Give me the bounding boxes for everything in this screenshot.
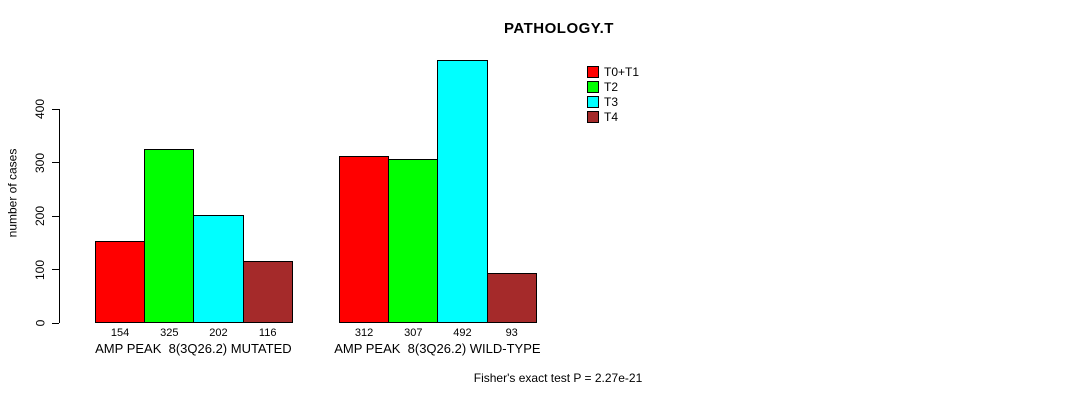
y-tick-label-text: 100 bbox=[33, 259, 47, 280]
footer-stat-note: Fisher's exact test P = 2.27e-21 bbox=[473, 371, 643, 385]
legend-swatch-t4 bbox=[587, 111, 599, 123]
y-tick-label: 300 bbox=[25, 143, 55, 183]
y-axis-line bbox=[59, 109, 60, 323]
bar-value-label: 202 bbox=[209, 327, 228, 339]
bar-t0t1-group2 bbox=[339, 156, 390, 323]
y-tick-label-text: 400 bbox=[33, 99, 47, 120]
legend-label: T2 bbox=[604, 80, 619, 94]
y-tick-mark bbox=[52, 322, 59, 324]
legend-label: T3 bbox=[604, 95, 619, 109]
legend-label: T4 bbox=[604, 110, 619, 124]
bar-t4-group1 bbox=[242, 261, 293, 323]
legend-item-t2: T2 bbox=[587, 80, 618, 94]
y-tick-label-text: 0 bbox=[33, 319, 47, 327]
bar-value-label: 116 bbox=[258, 327, 277, 339]
bar-value-label: 93 bbox=[505, 327, 518, 339]
y-tick-mark bbox=[52, 215, 59, 217]
bar-t3-group2 bbox=[437, 60, 488, 323]
x-group-label: AMP PEAK 8(3Q26.2) WILD-TYPE bbox=[334, 341, 541, 356]
bar-t4-group2 bbox=[486, 273, 537, 323]
bar-value-label: 154 bbox=[110, 327, 130, 339]
legend-item-t3: T3 bbox=[587, 95, 618, 109]
legend-swatch-t2 bbox=[587, 81, 599, 93]
bar-t2-group2 bbox=[388, 159, 439, 323]
legend-swatch-t0t1 bbox=[587, 66, 599, 78]
bar-value-label: 307 bbox=[404, 327, 423, 339]
legend-item-t4: T4 bbox=[587, 110, 618, 124]
legend-swatch-t3 bbox=[587, 96, 599, 108]
y-tick-label: 400 bbox=[25, 89, 55, 129]
y-axis-title-text: number of cases bbox=[5, 148, 19, 238]
legend-label: T0+T1 bbox=[604, 65, 640, 79]
x-group-label: AMP PEAK 8(3Q26.2) MUTATED bbox=[95, 341, 292, 356]
bar-t2-group1 bbox=[144, 149, 195, 323]
bar-value-label: 312 bbox=[354, 327, 374, 339]
bar-value-label: 492 bbox=[453, 327, 472, 339]
y-tick-label: 0 bbox=[25, 303, 55, 343]
y-tick-mark bbox=[52, 108, 59, 110]
chart-title: PATHOLOGY.T bbox=[504, 20, 614, 37]
legend-item-t0t1: T0+T1 bbox=[587, 65, 639, 79]
y-tick-mark bbox=[52, 162, 59, 164]
y-tick-mark bbox=[52, 269, 59, 271]
bar-value-label: 325 bbox=[160, 327, 179, 339]
y-tick-label-text: 200 bbox=[33, 206, 47, 227]
y-tick-label: 200 bbox=[25, 196, 55, 236]
bar-t3-group1 bbox=[193, 215, 244, 323]
y-axis-title: number of cases bbox=[0, 123, 24, 263]
y-tick-label-text: 300 bbox=[33, 152, 47, 173]
bar-t0t1-group1 bbox=[95, 240, 146, 323]
y-tick-label: 100 bbox=[25, 250, 55, 290]
